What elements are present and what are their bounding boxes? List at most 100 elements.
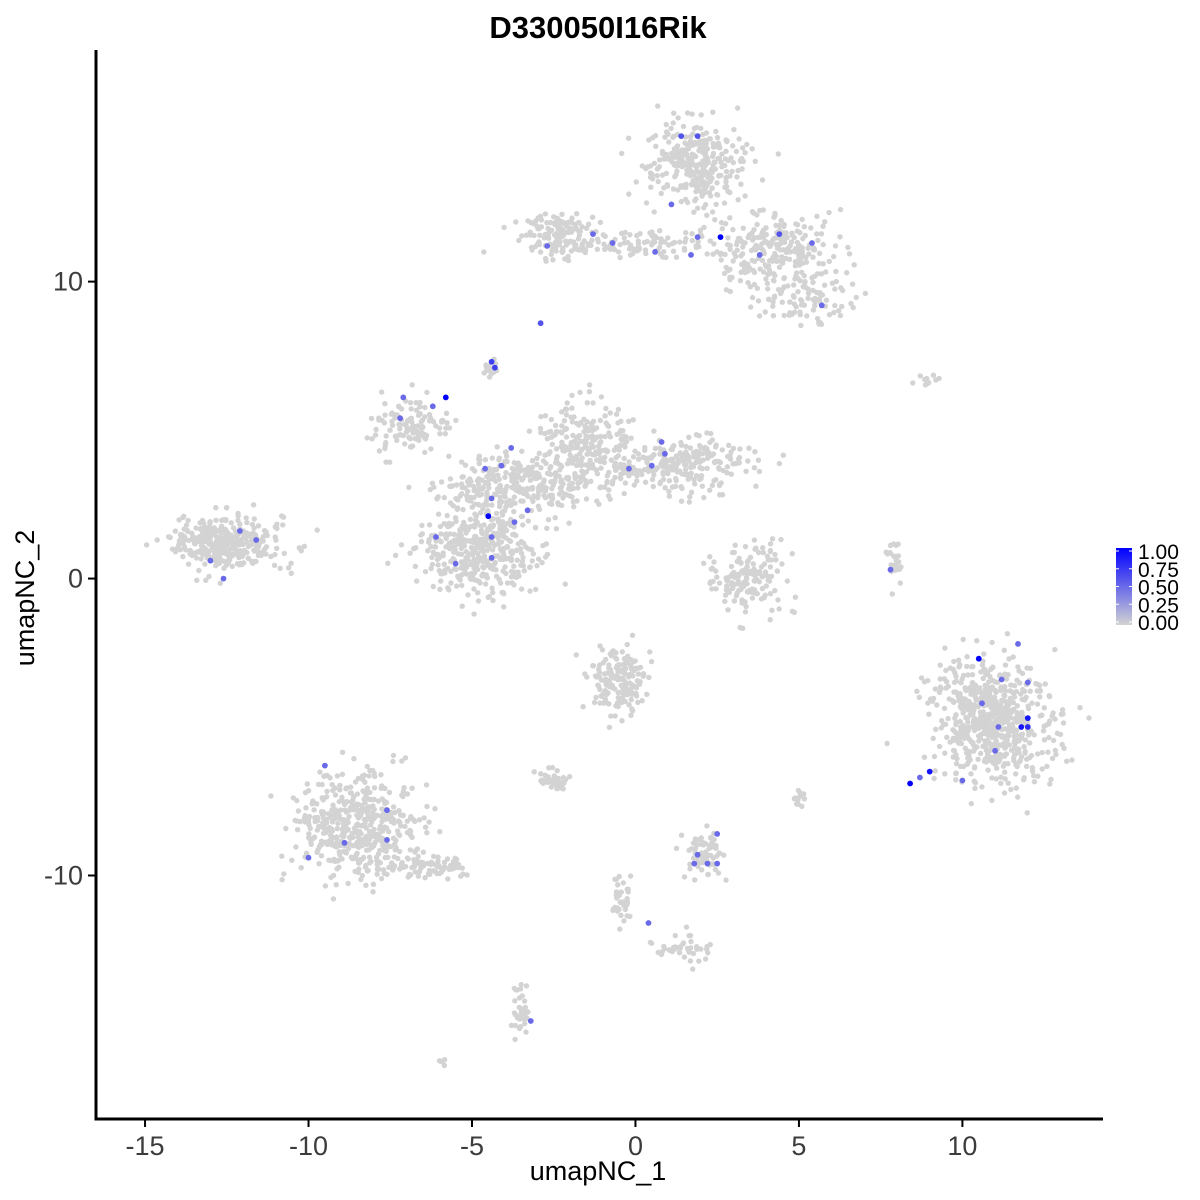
cell-point-cluster-9 [663,121,669,128]
cell-point-cluster-14 [761,561,768,567]
cell-point-cluster-5 [602,413,608,419]
cell-point-cluster-4 [571,504,577,510]
cell-point-cluster-6 [682,466,689,473]
cell-point-cluster-20 [616,892,622,899]
cell-point-cluster-11 [689,237,695,244]
cell-point-cluster-4 [576,474,583,480]
expressing-cell-point [691,860,698,867]
cell-point-cluster-16 [986,730,992,737]
cell-point-cluster-3 [508,574,515,580]
cell-point-cluster-1 [426,819,432,825]
cell-point-cluster-4 [494,444,500,450]
cell-point-cluster-1 [341,832,347,838]
cell-point-cluster-6 [709,482,716,488]
cell-point-cluster-3 [497,526,503,532]
cell-point-cluster-6 [698,475,704,482]
cell-point-cluster-5 [563,412,570,418]
cell-point-cluster-9 [723,148,729,154]
cell-point-cluster-1 [355,815,362,821]
cell-point-cluster-16 [1011,733,1017,739]
cell-point-cluster-9 [639,163,645,169]
cell-point-cluster-9 [707,136,713,142]
cell-point-cluster-17 [600,691,606,697]
cell-point-cluster-1 [352,779,359,785]
cell-point-cluster-14 [778,536,784,543]
cell-point-cluster-17 [635,699,641,705]
cell-point-cluster-16 [960,709,966,715]
cell-point-cluster-10 [585,221,592,227]
cell-point-cluster-6 [673,464,679,470]
cell-point-cluster-17 [646,674,652,681]
cell-point-cluster-9 [721,200,728,206]
cell-point-cluster-1 [420,849,426,855]
cell-point-cluster-20 [615,882,621,888]
cell-point-cluster-1 [336,864,342,870]
cell-point-cluster-1 [351,756,357,762]
cell-point-cluster-3 [511,563,517,569]
cell-point-cluster-3 [459,582,465,589]
cell-point-cluster-9 [674,168,680,174]
cell-point-cluster-12 [740,244,746,250]
cell-point-cluster-3 [428,565,434,572]
cell-point-cluster-1 [305,788,312,794]
expressing-cell-point [1018,724,1025,730]
cell-point-cluster-16 [969,679,976,686]
cell-point-cluster-16 [995,757,1001,764]
cell-point-cluster-6 [708,430,714,437]
cell-point-cluster-16 [1050,710,1056,716]
cell-point-cluster-4 [406,484,412,490]
cell-point-cluster-16 [964,730,970,736]
cell-point-cluster-2 [436,870,443,877]
cell-point-cluster-4 [476,453,482,459]
cell-point-cluster-11 [673,254,680,260]
cell-point-cluster-9 [716,172,722,179]
cell-point-cluster-16 [1053,751,1059,758]
cell-point-cluster-17 [618,669,624,675]
cell-point-cluster-13 [790,293,797,299]
cell-point-cluster-17 [626,702,632,708]
cell-point-cluster-3 [469,571,475,577]
cell-point-cluster-9 [704,160,710,166]
cell-point-cluster-3 [459,603,465,609]
expressing-cell-point [668,201,675,208]
cell-point-cluster-3 [480,564,486,570]
cell-point-cluster-6 [652,445,659,452]
cell-point-cluster-7 [407,400,414,406]
cell-point-cluster-2 [402,863,409,870]
cell-point-cluster-12 [832,243,839,249]
cell-point-cluster-12 [746,232,753,238]
cell-point-cluster-13 [775,286,782,293]
cell-point-cluster-0 [268,553,274,560]
cell-point-cluster-6 [746,445,752,451]
expressing-cell-point [442,394,449,401]
cell-point-cluster-3 [463,549,469,555]
cell-point-cluster-5 [578,462,585,469]
cell-point-cluster-0 [167,534,173,541]
cell-point-cluster-16 [1047,781,1053,787]
cell-point-cluster-13 [853,294,859,301]
cell-point-cluster-9 [724,138,730,144]
cell-point-cluster-12 [738,238,744,244]
cell-point-cluster-6 [745,458,751,464]
cell-point-cluster-5 [569,392,575,399]
cell-point-cluster-9 [775,151,781,157]
cell-point-cluster-3 [439,569,446,575]
cell-point-cluster-0 [172,528,179,534]
cell-point-cluster-0 [255,544,261,550]
cell-point-cluster-19 [721,852,727,858]
cell-point-cluster-3 [473,577,480,583]
cell-point-cluster-16 [931,753,938,760]
cell-point-cluster-17 [580,704,586,710]
cell-point-cluster-0 [183,522,190,528]
cell-point-cluster-16 [1044,763,1050,770]
cell-point-cluster-5 [575,435,581,441]
cell-point-cluster-0 [220,517,227,523]
cell-point-cluster-16 [937,676,943,682]
cell-point-cluster-16 [978,695,985,702]
cell-point-cluster-13 [798,297,804,303]
cell-point-cluster-12 [722,221,729,227]
cell-point-cluster-16 [982,719,988,726]
cell-point-cluster-14 [747,554,754,560]
cell-point-cluster-6 [699,451,705,457]
legend-label: 0.75 [1138,559,1179,582]
